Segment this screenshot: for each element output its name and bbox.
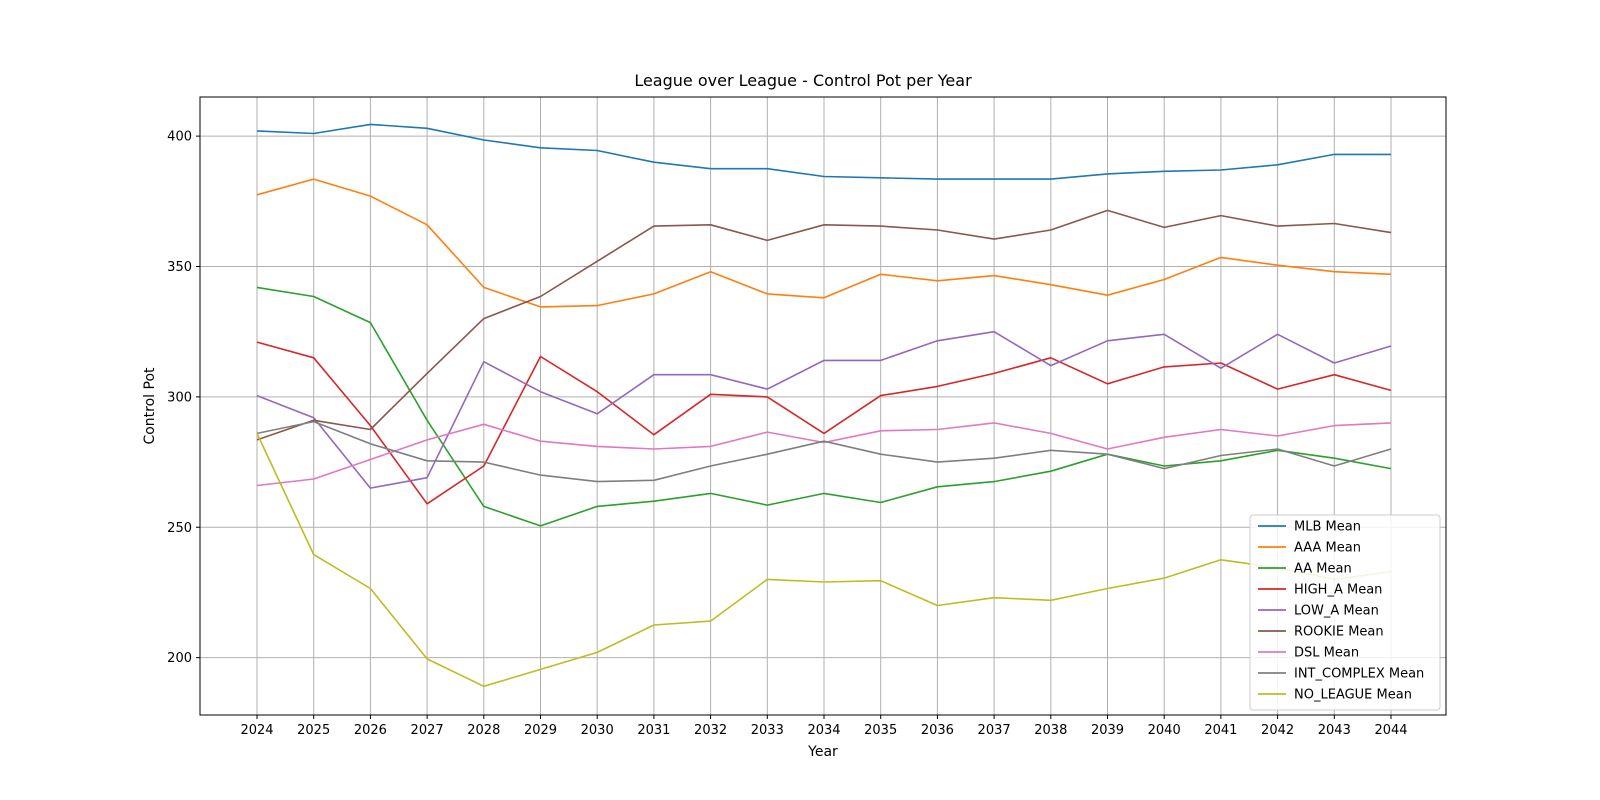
x-tick-label: 2034 [807, 723, 840, 738]
x-tick-label: 2027 [411, 723, 444, 738]
x-tick-label: 2025 [297, 723, 330, 738]
legend-label-int-complex-mean: INT_COMPLEX Mean [1294, 667, 1424, 682]
x-tick-label: 2039 [1091, 723, 1124, 738]
series-line-rookie-mean [256, 209, 1392, 441]
series-line-high-a-mean [256, 341, 1392, 505]
series-line-aa-mean [256, 286, 1392, 527]
x-tick-label: 2043 [1318, 723, 1351, 738]
x-tick-label: 2026 [354, 723, 387, 738]
y-tick-label: 300 [167, 390, 192, 405]
x-tick-label: 2035 [864, 723, 897, 738]
x-tick-label: 2037 [978, 723, 1011, 738]
x-axis-ticks: 2024 2025 2026 2027 2028 2029 2030 2031 2032 2033… [240, 715, 1408, 738]
legend-label-high-a-mean: HIGH_A Mean [1294, 583, 1382, 598]
series-line-no-league-mean [256, 433, 1392, 688]
series-line-mlb-mean [256, 123, 1391, 180]
y-axis-label: Control Pot [142, 367, 158, 445]
series-line-low-a-mean [256, 330, 1392, 489]
legend-label-no-league-mean: NO_LEAGUE Mean [1294, 688, 1412, 703]
legend-items: MLB Mean AAA Mean AA Mean HIGH_A Mean LOW_A … [1258, 520, 1424, 703]
x-tick-label: 2033 [751, 723, 784, 738]
x-tick-label: 2044 [1374, 723, 1407, 738]
x-tick-label: 2042 [1261, 723, 1294, 738]
x-tick-label: 2024 [240, 723, 273, 738]
x-tick-label: 2040 [1148, 723, 1181, 738]
y-tick-label: 250 [167, 521, 192, 536]
series-line-int-complex-mean [256, 420, 1392, 483]
series-layer [256, 123, 1392, 688]
x-tick-label: 2031 [637, 723, 670, 738]
legend-box [1249, 514, 1441, 711]
legend-label-low-a-mean: LOW_A Mean [1294, 604, 1379, 619]
y-axis-ticks: 200 250 300 350 400 [167, 130, 200, 666]
y-tick-label: 350 [167, 260, 192, 275]
series-line-aaa-mean [256, 178, 1392, 308]
series-line-dsl-mean [256, 422, 1392, 487]
x-tick-label: 2038 [1034, 723, 1067, 738]
legend-label-rookie-mean: ROOKIE Mean [1294, 625, 1384, 640]
y-tick-label: 200 [167, 651, 192, 666]
legend-label-mlb-mean: MLB Mean [1294, 520, 1361, 535]
legend-label-aa-mean: AA Mean [1294, 562, 1352, 577]
x-tick-label: 2032 [694, 723, 727, 738]
y-tick-label: 400 [167, 130, 192, 145]
legend-label-aaa-mean: AAA Mean [1294, 541, 1361, 556]
legend-label-dsl-mean: DSL Mean [1294, 646, 1359, 661]
x-tick-label: 2041 [1204, 723, 1237, 738]
chart-title: League over League - Control Pot per Yea… [634, 71, 972, 90]
x-axis-label: Year [807, 744, 838, 760]
x-tick-label: 2030 [581, 723, 614, 738]
x-tick-label: 2028 [467, 723, 500, 738]
legend: MLB Mean AAA Mean AA Mean HIGH_A Mean LOW_A … [1249, 514, 1441, 711]
plot-area-frame [199, 96, 1447, 716]
x-tick-label: 2029 [524, 723, 557, 738]
x-tick-label: 2036 [921, 723, 954, 738]
